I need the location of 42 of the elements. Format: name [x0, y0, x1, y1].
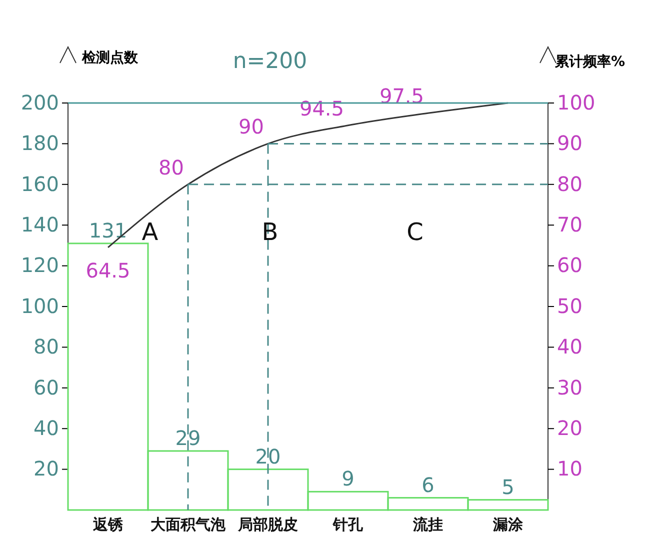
- y-tick-label: 80: [34, 334, 59, 359]
- y-tick-label: 40: [34, 416, 59, 440]
- data-label: 80: [158, 155, 184, 180]
- y-axis-title: 检测点数: [81, 50, 139, 66]
- y-tick-label: 100: [20, 294, 59, 318]
- y2-tick-label: 90: [557, 131, 582, 156]
- y-tick-label: 20: [34, 456, 59, 481]
- data-label: 64.5: [86, 258, 130, 282]
- y-tick-label: 60: [34, 375, 59, 400]
- data-label: 9: [342, 466, 354, 491]
- y2-tick-label: 80: [557, 172, 582, 196]
- y2-tick-label: 70: [557, 212, 582, 236]
- chart-title: n=200: [232, 49, 308, 74]
- x-tick-label: 漏涂: [492, 516, 524, 534]
- y2-tick-label: 60: [557, 253, 582, 278]
- y2-tick-label: 40: [557, 334, 582, 359]
- data-label: 29: [175, 426, 201, 450]
- x-tick-label: 大面积气泡: [150, 516, 226, 534]
- data-label: 90: [238, 114, 264, 139]
- x-tick-label: 流挂: [412, 516, 443, 534]
- y-tick-label: 120: [20, 253, 59, 278]
- annotation: B: [262, 218, 278, 246]
- y2-axis-title: 累计频率%: [554, 53, 626, 70]
- y-tick-label: 160: [20, 172, 59, 196]
- y2-tick-label: 10: [557, 456, 582, 481]
- data-label: 5: [502, 474, 514, 499]
- x-tick-label: 返锈: [92, 516, 124, 534]
- data-label: 6: [422, 472, 434, 497]
- x-tick-label: 针孔: [332, 516, 364, 534]
- data-label: 97.5: [379, 84, 424, 108]
- y2-tick-label: 20: [557, 416, 582, 440]
- y-tick-label: 140: [20, 212, 59, 236]
- data-label: 131: [88, 218, 128, 242]
- annotation: C: [406, 218, 424, 246]
- y2-tick-label: 100: [557, 90, 596, 114]
- y2-tick-label: 50: [557, 294, 582, 318]
- annotation: A: [142, 218, 159, 246]
- y-tick-label: 180: [20, 131, 59, 156]
- x-tick-label: 局部脱皮: [237, 516, 298, 534]
- y-tick-label: 200: [20, 90, 59, 114]
- data-label: 20: [255, 444, 281, 468]
- y2-tick-label: 30: [557, 375, 582, 400]
